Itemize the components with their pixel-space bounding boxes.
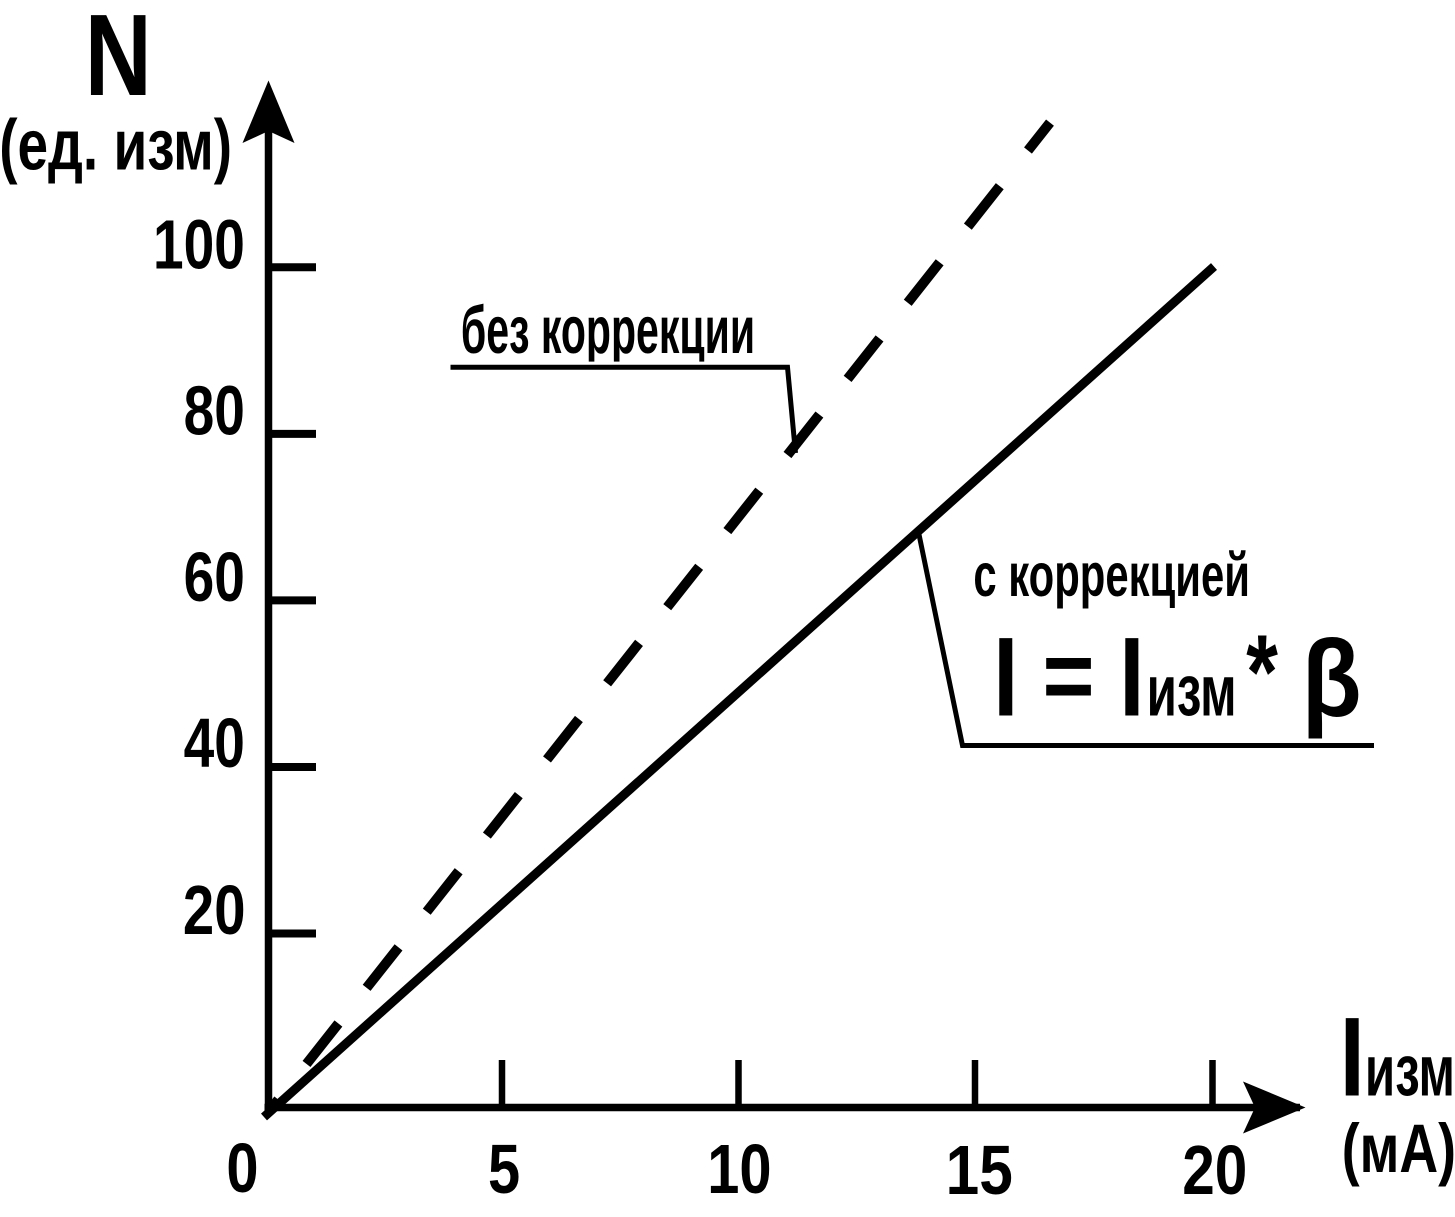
svg-text:N: N bbox=[85, 0, 152, 120]
svg-text:5: 5 bbox=[488, 1130, 520, 1209]
svg-text:(ед. изм): (ед. изм) bbox=[0, 107, 232, 185]
svg-text:с коррекцией: с коррекцией bbox=[973, 542, 1250, 610]
svg-text:100: 100 bbox=[153, 206, 245, 284]
svg-text:0: 0 bbox=[226, 1129, 258, 1208]
svg-text:*: * bbox=[1246, 613, 1278, 731]
svg-text:I: I bbox=[1340, 995, 1365, 1120]
svg-text:20: 20 bbox=[183, 872, 246, 949]
svg-text:I: I bbox=[1119, 614, 1144, 739]
svg-text:40: 40 bbox=[184, 705, 245, 783]
svg-text:β: β bbox=[1302, 617, 1362, 739]
svg-text:20: 20 bbox=[1182, 1131, 1247, 1209]
svg-text:без коррекции: без коррекции bbox=[461, 293, 755, 368]
svg-text:(мА): (мА) bbox=[1342, 1111, 1455, 1188]
svg-text:60: 60 bbox=[184, 539, 245, 617]
svg-text:15: 15 bbox=[946, 1131, 1013, 1209]
svg-text:80: 80 bbox=[184, 372, 245, 450]
svg-text:I: I bbox=[993, 614, 1018, 740]
svg-text:изм: изм bbox=[1147, 651, 1237, 732]
svg-text:=: = bbox=[1043, 620, 1095, 730]
svg-text:10: 10 bbox=[707, 1130, 771, 1209]
svg-text:изм: изм bbox=[1365, 1031, 1455, 1112]
